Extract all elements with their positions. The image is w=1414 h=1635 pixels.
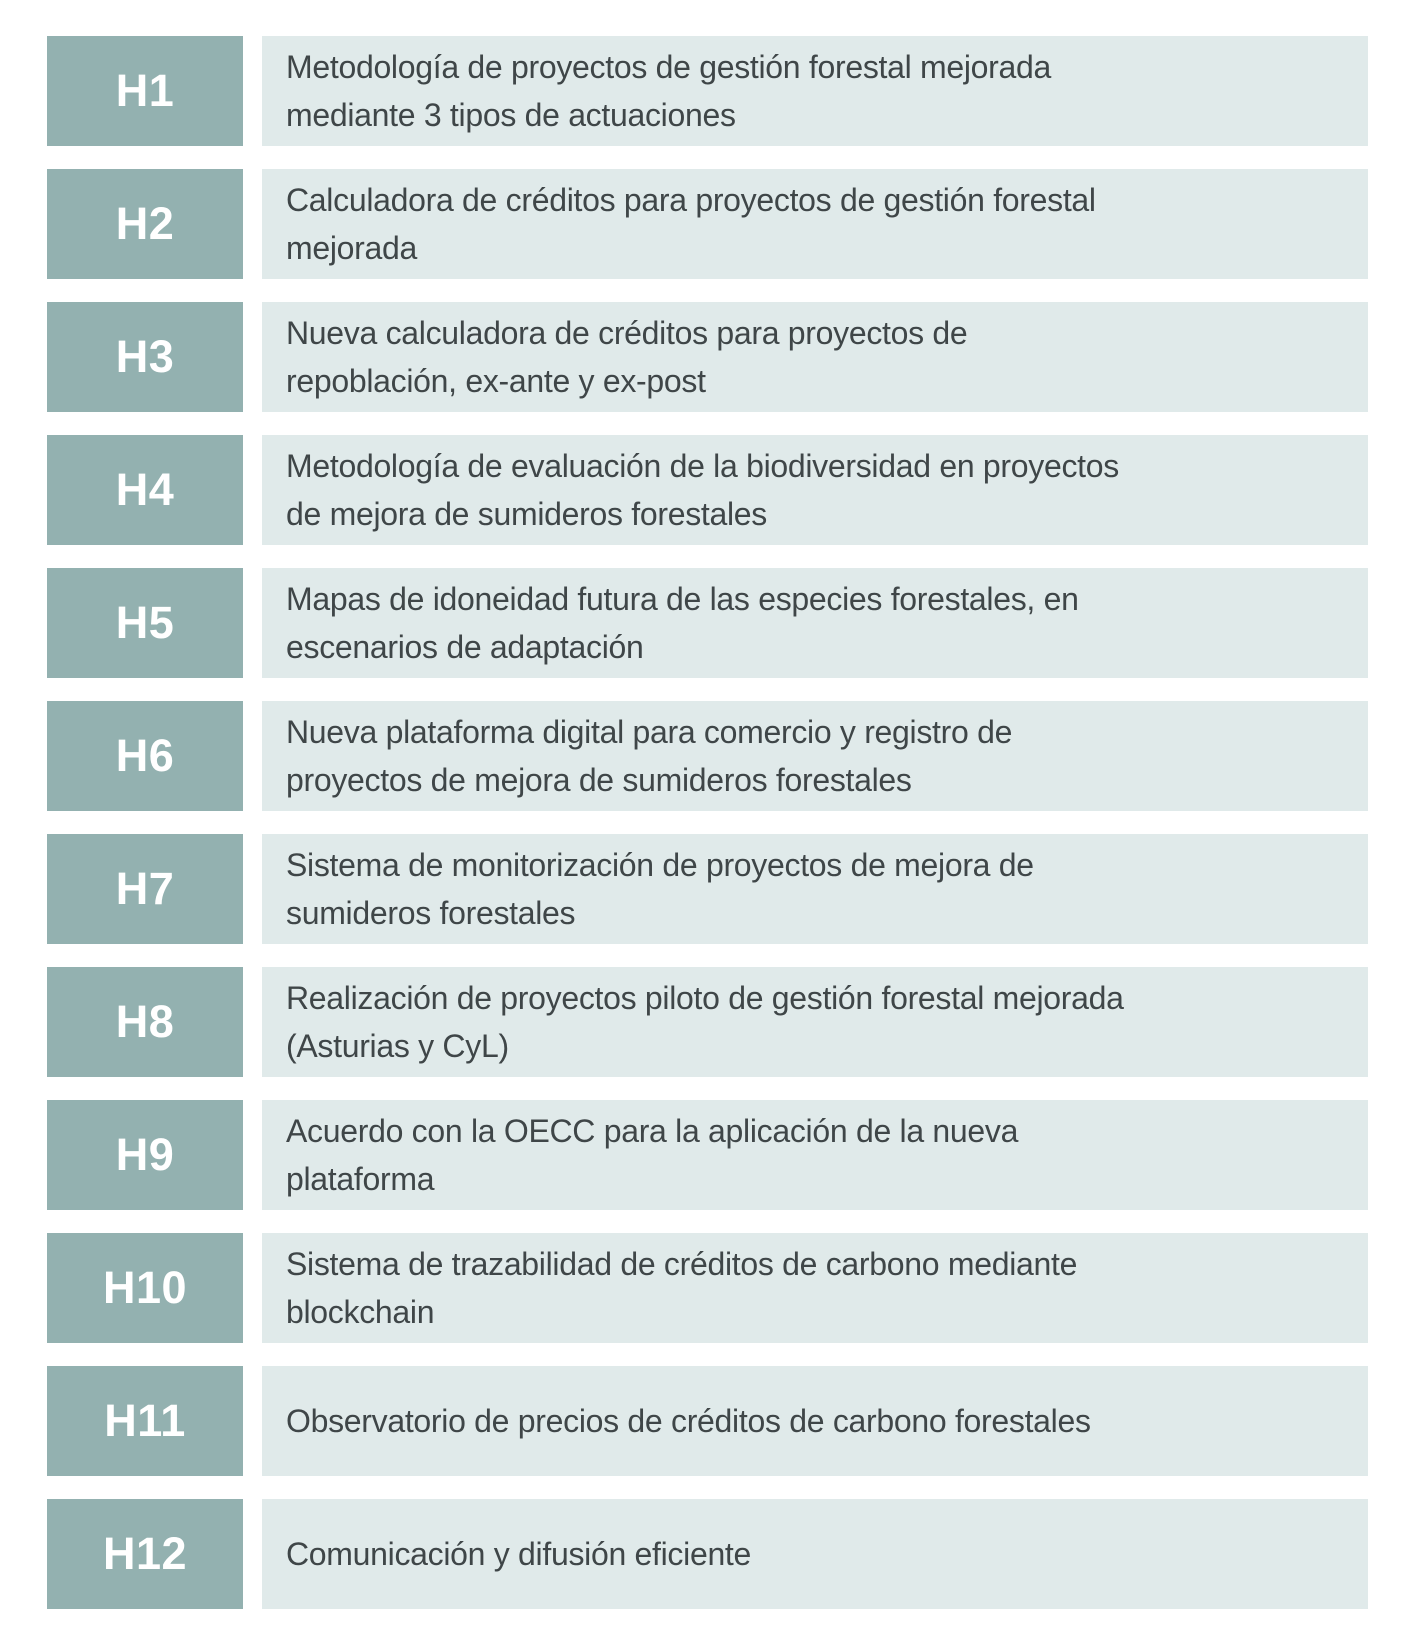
milestone-row: H5 Mapas de idoneidad futura de las espe… [47, 568, 1368, 678]
milestone-description: Sistema de trazabilidad de créditos de c… [286, 1246, 1078, 1330]
milestone-description: Acuerdo con la OECC para la aplicación d… [286, 1113, 1019, 1197]
milestone-row: H2 Calculadora de créditos para proyecto… [47, 169, 1368, 279]
milestone-row: H8 Realización de proyectos piloto de ge… [47, 967, 1368, 1077]
milestone-description-panel: Metodología de evaluación de la biodiver… [262, 435, 1368, 545]
milestone-row: H10 Sistema de trazabilidad de créditos … [47, 1233, 1368, 1343]
milestone-description-panel: Nueva calculadora de créditos para proye… [262, 302, 1368, 412]
milestone-row: H4 Metodología de evaluación de la biodi… [47, 435, 1368, 545]
milestone-row: H3 Nueva calculadora de créditos para pr… [47, 302, 1368, 412]
milestone-code-badge: H10 [47, 1233, 243, 1343]
milestone-code-badge: H5 [47, 568, 243, 678]
milestone-description: Nueva plataforma digital para comercio y… [286, 714, 1013, 798]
milestone-description-panel: Calculadora de créditos para proyectos d… [262, 169, 1368, 279]
milestone-description: Metodología de proyectos de gestión fore… [286, 49, 1052, 133]
milestone-description: Observatorio de precios de créditos de c… [286, 1403, 1091, 1439]
milestone-code-badge: H11 [47, 1366, 243, 1476]
milestone-row: H12 Comunicación y difusión eficiente [47, 1499, 1368, 1609]
milestone-description-panel: Nueva plataforma digital para comercio y… [262, 701, 1368, 811]
milestone-description: Nueva calculadora de créditos para proye… [286, 315, 968, 399]
milestone-row: H7 Sistema de monitorización de proyecto… [47, 834, 1368, 944]
milestone-description-panel: Realización de proyectos piloto de gesti… [262, 967, 1368, 1077]
milestone-description-panel: Acuerdo con la OECC para la aplicación d… [262, 1100, 1368, 1210]
milestone-description: Metodología de evaluación de la biodiver… [286, 448, 1119, 532]
milestone-description-panel: Sistema de monitorización de proyectos d… [262, 834, 1368, 944]
milestones-table: H1 Metodología de proyectos de gestión f… [47, 36, 1368, 1609]
milestone-description-panel: Comunicación y difusión eficiente [262, 1499, 1368, 1609]
milestone-row: H6 Nueva plataforma digital para comerci… [47, 701, 1368, 811]
milestone-description-panel: Observatorio de precios de créditos de c… [262, 1366, 1368, 1476]
milestone-code-badge: H6 [47, 701, 243, 811]
milestone-code-badge: H9 [47, 1100, 243, 1210]
milestone-description: Mapas de idoneidad futura de las especie… [286, 581, 1079, 665]
milestone-code-badge: H8 [47, 967, 243, 1077]
milestone-code-badge: H7 [47, 834, 243, 944]
milestone-description-panel: Metodología de proyectos de gestión fore… [262, 36, 1368, 146]
milestone-description-panel: Mapas de idoneidad futura de las especie… [262, 568, 1368, 678]
milestone-code-badge: H3 [47, 302, 243, 412]
milestone-description: Calculadora de créditos para proyectos d… [286, 182, 1096, 266]
milestone-row: H1 Metodología de proyectos de gestión f… [47, 36, 1368, 146]
milestone-row: H9 Acuerdo con la OECC para la aplicació… [47, 1100, 1368, 1210]
milestone-description: Sistema de monitorización de proyectos d… [286, 847, 1034, 931]
milestone-description: Comunicación y difusión eficiente [286, 1536, 752, 1572]
milestone-description-panel: Sistema de trazabilidad de créditos de c… [262, 1233, 1368, 1343]
milestone-row: H11 Observatorio de precios de créditos … [47, 1366, 1368, 1476]
milestone-code-badge: H2 [47, 169, 243, 279]
milestone-code-badge: H1 [47, 36, 243, 146]
milestone-code-badge: H4 [47, 435, 243, 545]
milestone-code-badge: H12 [47, 1499, 243, 1609]
milestone-description: Realización de proyectos piloto de gesti… [286, 980, 1124, 1064]
